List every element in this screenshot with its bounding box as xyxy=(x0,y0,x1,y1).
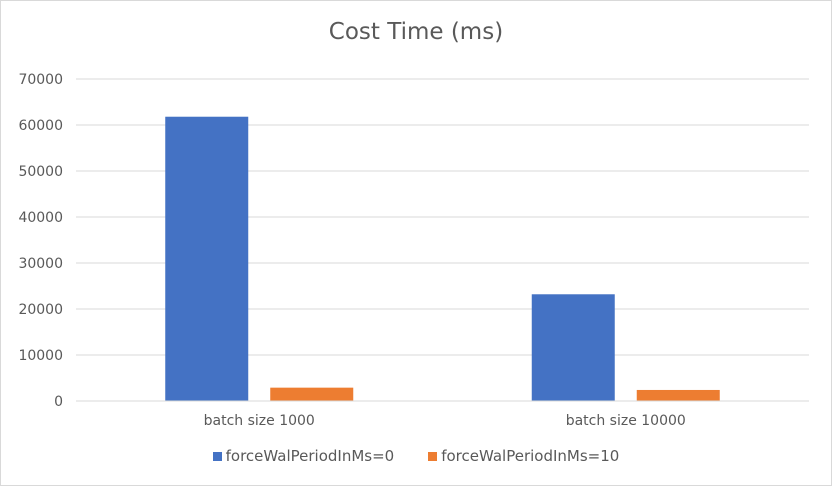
y-tick-label: 70000 xyxy=(18,72,63,88)
legend-label: forceWalPeriodInMs=0 xyxy=(225,447,395,465)
legend-swatch xyxy=(212,451,222,461)
legend-swatch xyxy=(428,451,438,461)
y-tick-label: 60000 xyxy=(18,118,63,134)
bar-1-0 xyxy=(531,294,615,401)
bar-1-1 xyxy=(636,389,720,401)
x-tick-label: batch size 1000 xyxy=(204,413,315,429)
legend-item-series-0: forceWalPeriodInMs=0 xyxy=(212,447,395,465)
y-tick-label: 10000 xyxy=(18,348,63,364)
chart-title: Cost Time (ms) xyxy=(328,19,504,45)
y-tick-label: 50000 xyxy=(18,164,63,180)
y-axis-ticks: 0 10000 20000 30000 40000 50000 60000 70000 xyxy=(18,72,63,410)
y-tick-label: 40000 xyxy=(18,210,63,226)
y-tick-label: 20000 xyxy=(18,302,63,318)
bar-0-1 xyxy=(270,387,354,401)
y-tick-label: 0 xyxy=(54,394,63,410)
chart-plot: 0 10000 20000 30000 40000 50000 60000 70000 bat… xyxy=(18,72,809,429)
x-tick-label: batch size 10000 xyxy=(566,413,686,429)
y-tick-label: 30000 xyxy=(18,256,63,272)
bars xyxy=(165,116,720,401)
legend: forceWalPeriodInMs=0 forceWalPeriodInMs=… xyxy=(1,447,831,465)
bar-0-0 xyxy=(165,116,249,401)
x-axis-ticks: batch size 1000 batch size 10000 xyxy=(204,413,686,429)
legend-label: forceWalPeriodInMs=10 xyxy=(441,447,620,465)
legend-item-series-1: forceWalPeriodInMs=10 xyxy=(428,447,619,465)
